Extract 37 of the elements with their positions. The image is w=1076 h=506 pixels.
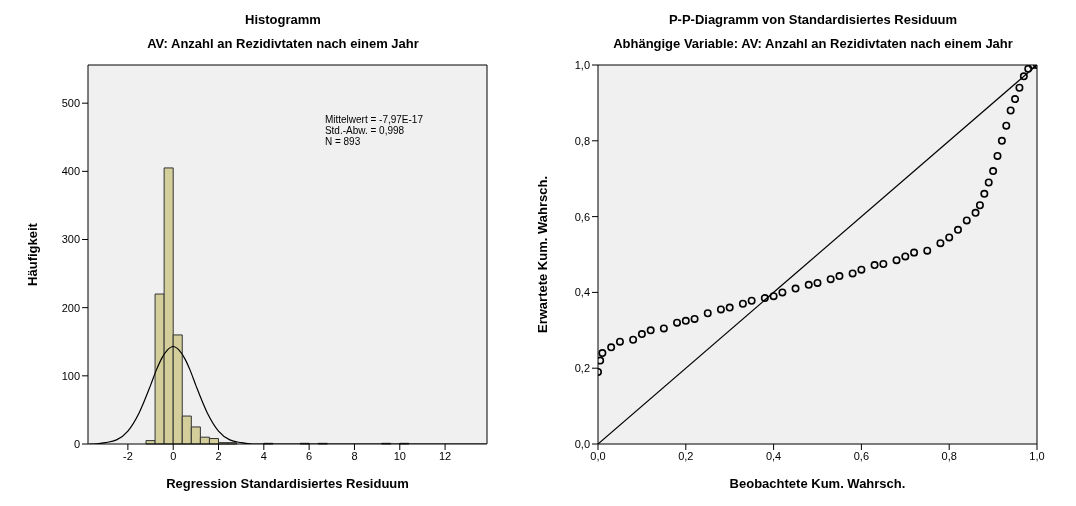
x-tick-label: 1,0 [1029, 449, 1045, 462]
chart-title: P-P-Diagramm von Standardisiertes Residuum [667, 11, 959, 29]
x-tick-label: 2 [215, 449, 222, 462]
x-tick-label: -2 [122, 449, 133, 462]
x-tick-label: 0 [170, 449, 177, 462]
annotation: N = 893 [324, 136, 362, 147]
y-axis-title: Erwartete Kum. Wahrsch. [534, 175, 550, 334]
y-tick-label: 0,6 [574, 210, 590, 223]
y-tick-label: 300 [61, 233, 80, 246]
y-tick-label: 0,2 [574, 362, 590, 375]
y-axis-title: Häufigkeit [24, 222, 40, 286]
y-tick-label: 100 [61, 369, 80, 382]
x-tick-label: 0,8 [941, 449, 957, 462]
x-tick-label: 0,2 [678, 449, 694, 462]
x-tick-label: 10 [393, 449, 406, 462]
x-tick-label: 0,0 [590, 449, 606, 462]
chart-title: Histogramm [244, 11, 322, 29]
chart-subtitle: AV: Anzahl an Rezidivtaten nach einem Jahr [146, 35, 420, 53]
y-tick-label: 500 [61, 97, 80, 110]
y-tick-label: 200 [61, 301, 80, 314]
x-tick-label: 8 [351, 449, 358, 462]
x-tick-label: 12 [438, 449, 452, 462]
x-axis-title: Regression Standardisiertes Residuum [166, 476, 409, 491]
y-tick-label: 0,0 [574, 437, 590, 450]
x-tick-label: 0,6 [853, 449, 870, 462]
x-tick-label: 6 [306, 449, 313, 462]
y-tick-label: 0 [73, 437, 80, 450]
x-tick-label: 4 [260, 449, 267, 462]
y-tick-label: 400 [61, 165, 80, 178]
annotation: Std.-Abw. = 0,998 [324, 125, 406, 136]
y-tick-label: 0,8 [574, 134, 590, 147]
y-tick-label: 1,0 [574, 58, 590, 71]
annotation: Mittelwert = -7,97E-17 [324, 114, 423, 125]
chart-subtitle: Abhängige Variable: AV: Anzahl an Rezidivtaten nach einem Jahr [612, 35, 1014, 53]
x-tick-label: 0,4 [765, 449, 782, 462]
x-axis-title: Beobachtete Kum. Wahrsch. [729, 476, 906, 491]
y-tick-label: 0,4 [574, 286, 590, 299]
